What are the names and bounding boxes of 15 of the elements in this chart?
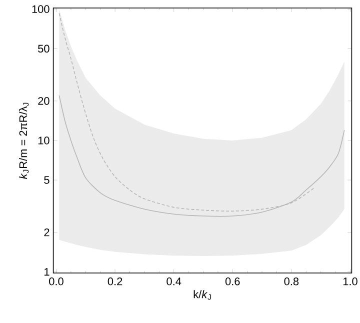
y-tick-label: 1 — [44, 268, 50, 276]
y-tick-label: 2 — [44, 228, 50, 236]
y-tick-label: 20 — [38, 97, 50, 105]
x-tick-label: 1.0 — [343, 278, 358, 286]
x-tick-label: 0.6 — [225, 278, 240, 286]
y-tick-label: 10 — [38, 136, 50, 144]
x-tick-label: 0.2 — [108, 278, 122, 286]
y-tick-label: 100 — [32, 5, 50, 14]
y-axis-title: k$_{J}$R/m = 2πR/λ$_{J}$ — [18, 102, 29, 179]
x-tick-label: 0.8 — [284, 278, 299, 286]
y-tick-label: 5 — [44, 176, 50, 184]
x-tick-label: 0.0 — [49, 278, 64, 286]
x-axis-title: k/k$_{J}$ — [194, 290, 211, 300]
y-tick-label: 50 — [38, 44, 50, 53]
x-tick-label: 0.4 — [166, 278, 182, 286]
